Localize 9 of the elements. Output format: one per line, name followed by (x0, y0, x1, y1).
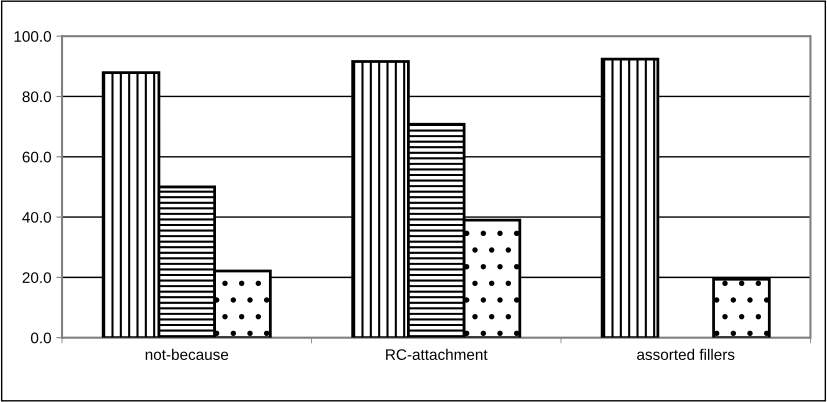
x-tick-label: RC-attachment (386, 348, 488, 360)
y-tick-label: 100.0 (14, 31, 52, 42)
y-tick-label: 80.0 (22, 91, 52, 102)
x-tick-label: assorted fillers (637, 348, 734, 360)
y-tick-label: 40.0 (22, 212, 52, 223)
x-tick-label: not-because (146, 348, 228, 360)
y-tick-label: 60.0 (22, 152, 52, 162)
y-tick-label: 0.0 (30, 332, 52, 344)
y-tick-label: 20.0 (22, 272, 52, 284)
